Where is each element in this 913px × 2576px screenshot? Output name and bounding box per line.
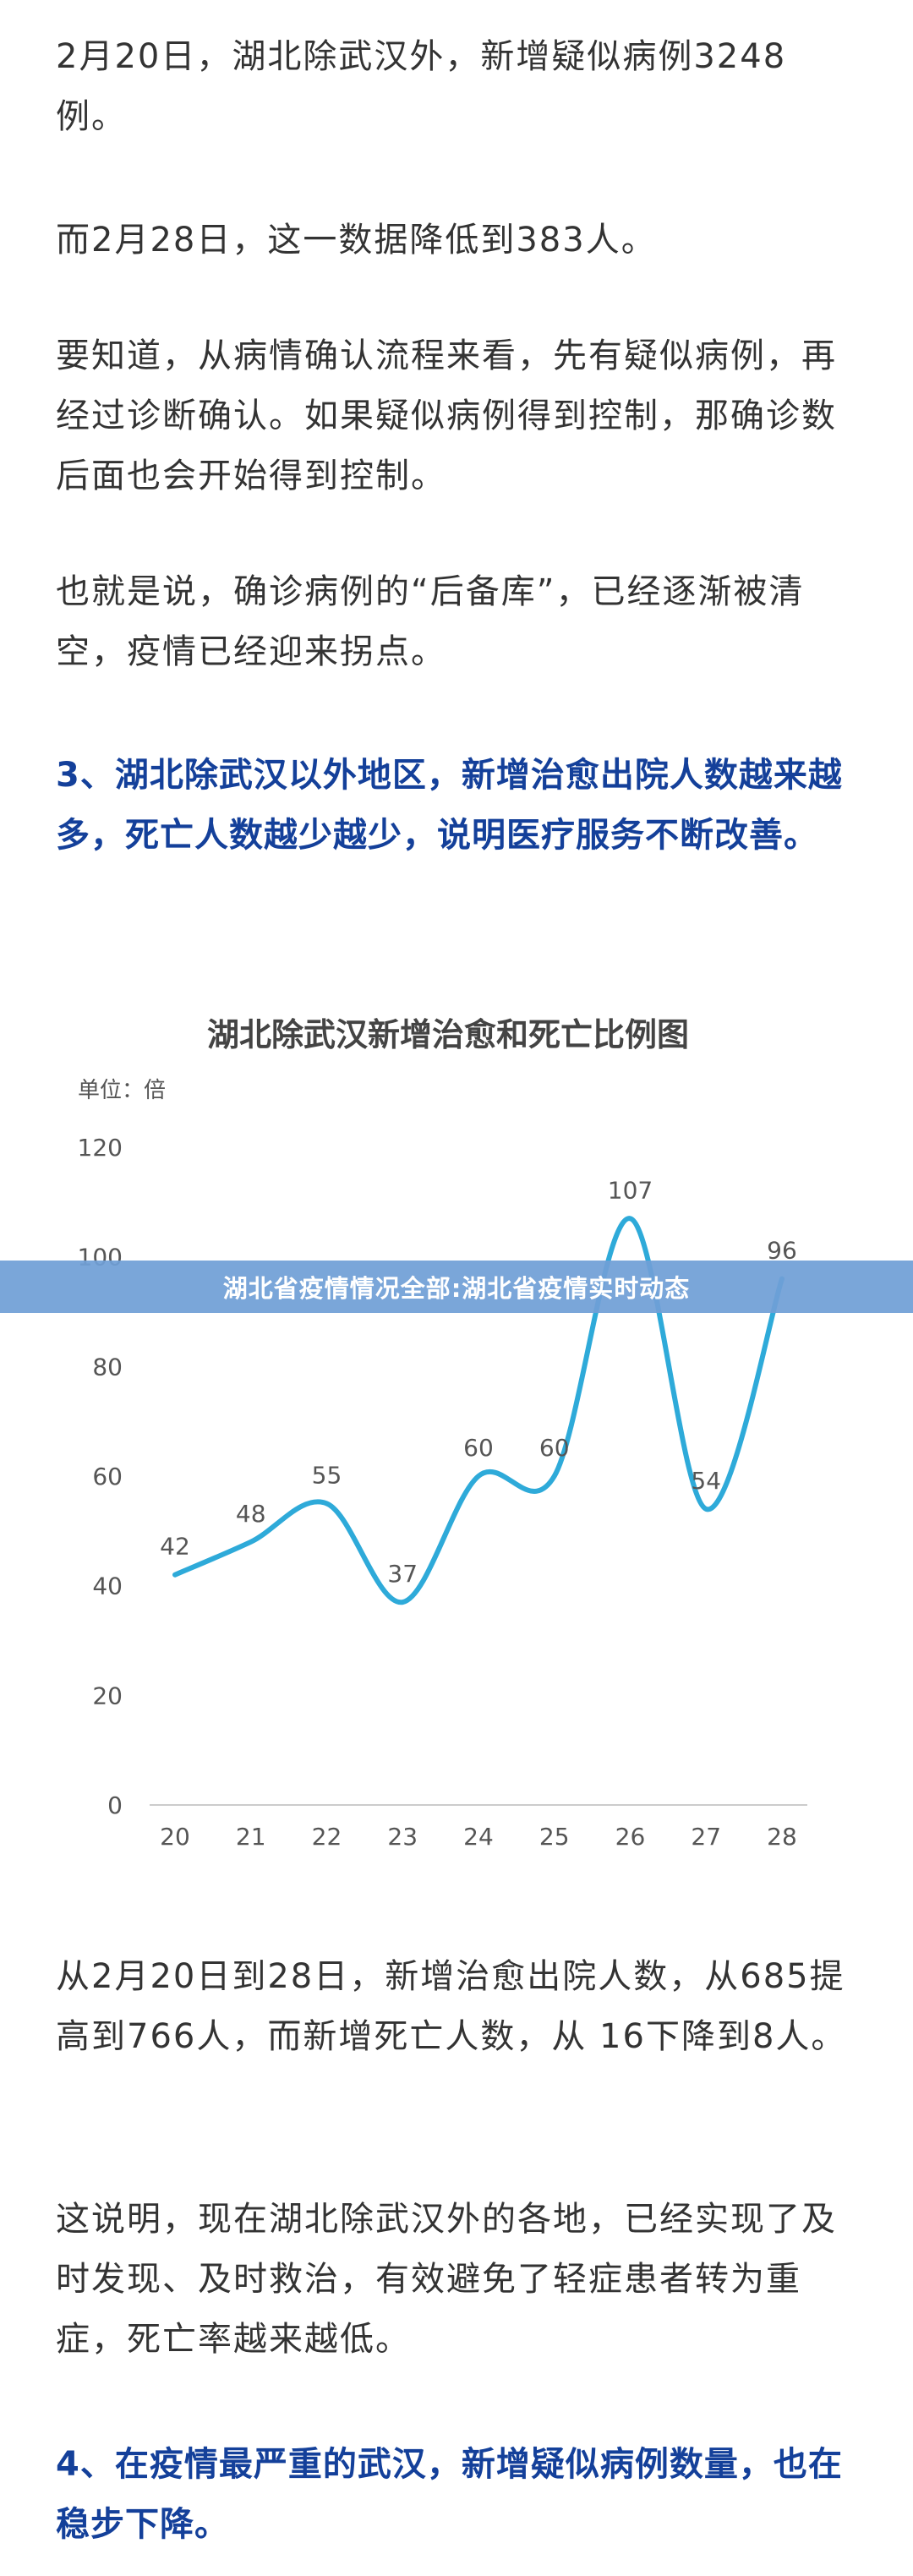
x-tick-label: 27 [691,1823,721,1851]
paragraph-early-treatment: 这说明，现在湖北除武汉外的各地，已经实现了及时发现、及时救治，有效避免了轻症患者… [56,2200,837,2359]
data-label: 48 [236,1500,266,1528]
banner-text[interactable]: 湖北省疫情情况全部:湖北省疫情实时动态 [222,1274,691,1303]
x-tick-label: 23 [387,1823,418,1851]
paragraph-feb28-drop: 而2月28日，这一数据降低到383人。 [56,221,657,260]
paragraph-diagnosis-process: 要知道，从病情确认流程来看，先有疑似病例，再经过诊断确认。如果疑似病例得到控制，… [56,336,837,495]
y-tick-label: 120 [78,1134,123,1162]
x-tick-label: 21 [236,1823,266,1851]
topic-banner[interactable]: 湖北省疫情情况全部:湖北省疫情实时动态 [0,1261,913,1313]
data-label: 42 [160,1533,190,1561]
chart-title: 湖北除武汉新增治愈和死亡比例图 [207,1016,689,1053]
data-labels: 42 48 55 37 60 60 107 54 96 [160,1176,797,1588]
x-axis-ticks: 20 21 22 23 24 25 26 27 28 [160,1823,797,1851]
x-tick-label: 20 [160,1823,190,1851]
cure-death-ratio-chart: 湖北除武汉新增治愈和死亡比例图 单位：倍 0 20 40 60 80 100 120 20 2… [51,993,862,1915]
data-label: 60 [539,1434,570,1462]
y-tick-label: 0 [107,1791,123,1819]
data-label: 107 [608,1176,653,1204]
y-tick-label: 80 [92,1353,123,1381]
x-tick-label: 22 [312,1823,342,1851]
x-tick-label: 25 [539,1823,570,1851]
section-heading-4: 4、在疫情最严重的武汉，新增疑似病例数量，也在稳步下降。 [56,2445,843,2544]
x-tick-label: 24 [463,1823,494,1851]
data-label: 37 [387,1560,418,1588]
data-label: 96 [767,1237,797,1265]
data-label: 55 [312,1461,342,1489]
chart-unit-label: 单位：倍 [78,1078,166,1103]
series-line [172,1216,785,1605]
data-label: 54 [691,1467,721,1495]
y-tick-label: 20 [92,1682,123,1709]
x-tick-label: 28 [767,1823,797,1851]
paragraph-recovered-deaths: 从2月20日到28日，新增治愈出院人数，从685提高到766人，而新增死亡人数，… [56,1957,847,2056]
data-label: 60 [463,1434,494,1462]
y-tick-label: 40 [92,1572,123,1600]
paragraph-turning-point: 也就是说，确诊病例的“后备库”，已经逐渐被清空，疫情已经迎来拐点。 [56,572,805,671]
section-heading-3: 3、湖北除武汉以外地区，新增治愈出院人数越来越多，死亡人数越少越少，说明医疗服务… [56,756,843,855]
paragraph-suspected-cases: 2月20日，湖北除武汉外，新增疑似病例3248例。 [56,37,787,136]
y-tick-label: 60 [92,1463,123,1490]
x-tick-label: 26 [615,1823,646,1851]
